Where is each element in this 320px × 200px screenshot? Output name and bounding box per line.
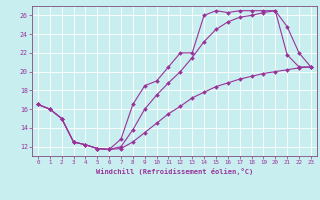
X-axis label: Windchill (Refroidissement éolien,°C): Windchill (Refroidissement éolien,°C) [96, 168, 253, 175]
